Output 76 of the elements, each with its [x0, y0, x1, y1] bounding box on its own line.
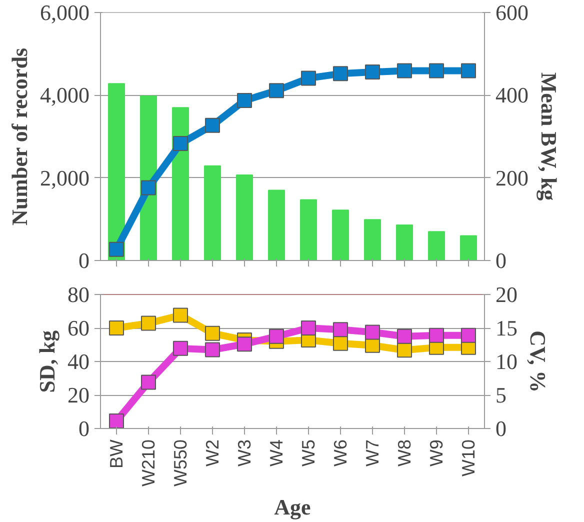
- point: [333, 66, 348, 82]
- y-tick-label: 40: [68, 349, 90, 374]
- point: [269, 328, 284, 344]
- point: [205, 118, 220, 133]
- y-axis-title: Number of records: [7, 47, 32, 226]
- x-tick-label: W210: [138, 439, 158, 487]
- x-tick-label: W4: [266, 440, 286, 466]
- y-tick-label: 80: [68, 282, 90, 307]
- y-tick-label: 2,000: [40, 165, 90, 190]
- y2-tick-label: 5: [496, 382, 506, 408]
- x-tick-label: W3: [234, 440, 254, 466]
- point: [237, 336, 252, 352]
- bar: [396, 224, 413, 260]
- point: [429, 328, 444, 343]
- point: [141, 180, 156, 196]
- point: [173, 308, 188, 323]
- x-tick-label: W6: [330, 440, 350, 466]
- y2-tick-label: 0: [496, 416, 506, 441]
- y2-axis-title: Mean BW, kg: [536, 72, 562, 201]
- point: [461, 63, 476, 78]
- point: [301, 70, 316, 86]
- x-tick-label: W7: [362, 440, 382, 466]
- x-tick-label: W2: [202, 440, 222, 466]
- bar: [236, 174, 253, 260]
- point: [173, 340, 188, 356]
- point: [333, 322, 348, 338]
- bar: [364, 219, 381, 260]
- y-axis-title: SD, kg: [34, 330, 60, 393]
- y2-tick-label: 0: [496, 248, 506, 273]
- point: [141, 316, 156, 331]
- bar: [204, 165, 221, 260]
- point: [205, 342, 220, 358]
- point: [141, 374, 156, 390]
- x-axis-title: Age: [274, 494, 312, 520]
- y2-tick-label: 10: [496, 349, 518, 374]
- point: [109, 242, 124, 257]
- x-tick-label: W5: [298, 440, 318, 466]
- x-tick-label: W10: [458, 439, 478, 477]
- y2-tick-label: 15: [496, 316, 518, 340]
- x-tick-label: W550: [170, 439, 190, 487]
- y2-axis-title: CV, %: [526, 330, 550, 392]
- x-tick-label: W8: [394, 440, 414, 466]
- point: [365, 338, 380, 353]
- y-tick-label: 60: [68, 316, 90, 340]
- y2-tick-label: 20: [496, 282, 518, 307]
- point: [205, 326, 220, 341]
- point: [429, 63, 444, 78]
- point: [269, 83, 284, 98]
- point: [365, 64, 380, 80]
- bar: [268, 190, 285, 260]
- bar: [460, 235, 477, 260]
- point: [397, 63, 412, 78]
- y-tick-label: 0: [78, 248, 90, 273]
- y-tick-label: 0: [78, 416, 90, 441]
- x-tick-label: W9: [426, 440, 446, 466]
- bar: [428, 231, 445, 260]
- y-tick-label: 4,000: [40, 82, 90, 108]
- point: [397, 342, 412, 358]
- point: [461, 328, 476, 343]
- point: [333, 336, 348, 351]
- point: [173, 136, 188, 152]
- bar: [300, 199, 317, 260]
- x-tick-label: BW: [106, 439, 126, 468]
- bar: [108, 83, 125, 260]
- y-tick-label: 6,000: [40, 0, 90, 25]
- y2-tick-label: 600: [496, 0, 528, 25]
- y2-tick-label: 400: [496, 82, 528, 108]
- y-tick-label: 20: [68, 382, 90, 408]
- point: [365, 324, 380, 340]
- point: [109, 320, 124, 336]
- y2-tick-label: 200: [496, 165, 528, 190]
- point: [397, 328, 412, 344]
- point: [301, 320, 316, 336]
- point: [237, 93, 252, 108]
- point: [109, 413, 124, 428]
- bar: [332, 210, 349, 260]
